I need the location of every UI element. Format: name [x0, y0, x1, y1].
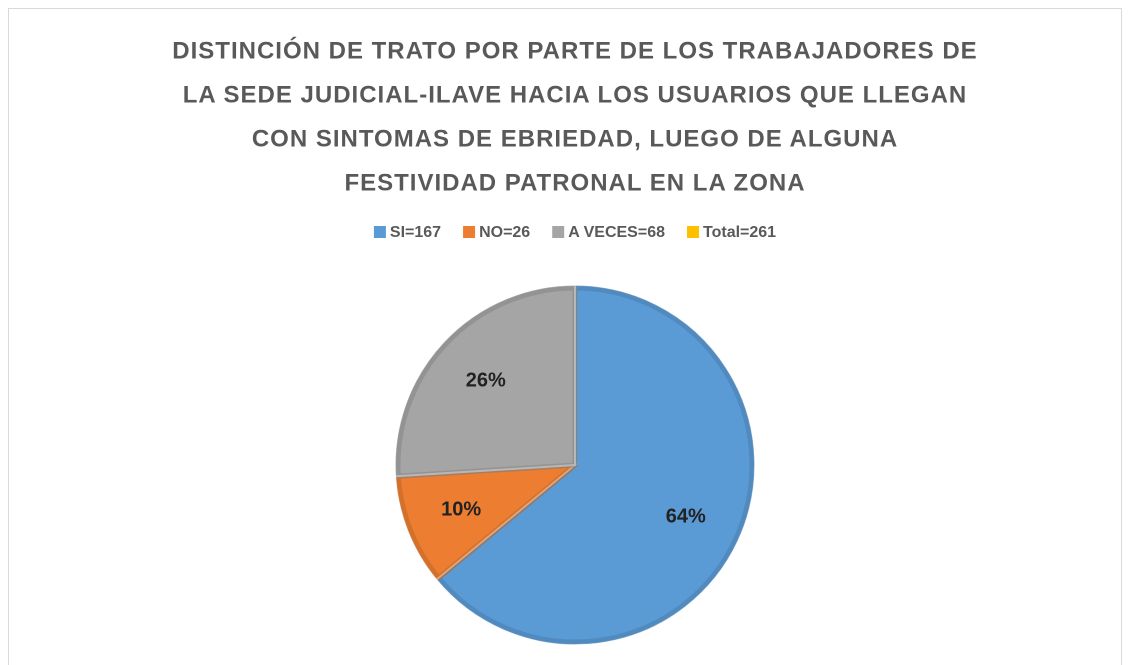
- chart-title: DISTINCIÓN DE TRATO POR PARTE DE LOS TRA…: [172, 36, 977, 64]
- legend-label: A VECES=68: [568, 224, 665, 241]
- legend-label: NO=26: [479, 224, 530, 241]
- data-label: 26%: [466, 369, 506, 391]
- legend-swatch: [373, 226, 386, 238]
- legend-label: SI=167: [390, 224, 441, 241]
- chart-title: LA SEDE JUDICIAL-ILAVE HACIA LOS USUARIO…: [183, 81, 967, 108]
- legend-swatch: [463, 226, 476, 238]
- legend-swatch: [687, 226, 700, 238]
- data-label: 10%: [441, 498, 481, 520]
- pie-slice-edge: [395, 462, 578, 581]
- pie-slice: [394, 283, 576, 478]
- pie-slice: [394, 463, 579, 582]
- pie-slice-edge: [395, 285, 578, 479]
- data-label: 64%: [666, 505, 706, 527]
- pie-slice-edge: [436, 285, 755, 645]
- chart-title: CON SINTOMAS DE EBRIEDAD, LUEGO DE ALGUN…: [252, 125, 898, 152]
- chart-title: FESTIVIDAD PATRONAL EN LA ZONA: [344, 169, 805, 196]
- legend-swatch: [552, 226, 565, 238]
- legend-label: Total=261: [703, 224, 776, 241]
- pie-slice: [434, 283, 756, 646]
